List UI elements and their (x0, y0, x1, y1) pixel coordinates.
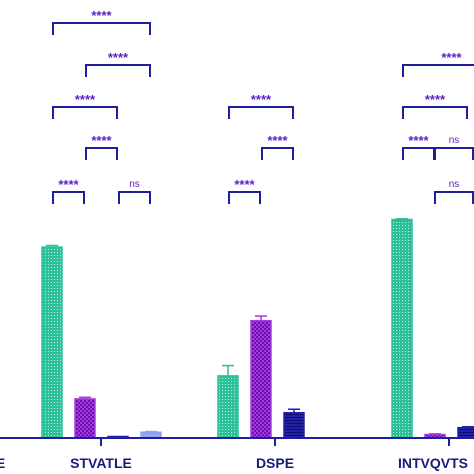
sig-bracket-intvqvts-1-3 (402, 106, 468, 119)
sig-bracket-stvatle-1-3 (52, 106, 118, 119)
sig-bracket-dspe-2-3 (261, 147, 294, 160)
bar-intvqvts-series-3 (457, 426, 474, 439)
bar-stvatle-series-2 (74, 398, 96, 439)
sig-bracket-intvqvts-1-2 (402, 147, 435, 160)
x-tick-label-dspe: DSPE (256, 455, 294, 471)
bar-dspe-series-2 (250, 319, 272, 439)
bars-layer (41, 218, 474, 439)
sig-bracket-stvatle-1-2 (52, 191, 85, 204)
x-tick-label-tte: TTE (0, 455, 5, 471)
sig-bracket-stvatle-2-3 (85, 147, 118, 160)
sig-label-intvqvts-2-3: ns (449, 135, 460, 146)
sig-label-intvqvts-1-2: **** (408, 133, 429, 148)
sig-bracket-intvqvts-2-3 (434, 147, 474, 160)
sig-label-intvqvts-1-3: **** (425, 92, 446, 107)
sig-bracket-stvatle-2-4 (85, 64, 151, 77)
sig-label-stvatle-1-4: **** (91, 8, 112, 23)
sig-label-intvqvts-3-4: ns (449, 179, 460, 190)
bar-dspe-series-1 (217, 375, 239, 439)
x-tick-label-stvatle: STVATLE (70, 455, 132, 471)
sig-bracket-intvqvts-3-4 (434, 191, 474, 204)
sig-label-stvatle-3-4: ns (129, 179, 140, 190)
bar-stvatle-series-1 (41, 246, 63, 439)
sig-bracket-stvatle-1-4 (52, 22, 151, 35)
sig-label-dspe-2-3: **** (267, 133, 288, 148)
sig-label-stvatle-1-2: **** (58, 177, 79, 192)
sig-label-stvatle-1-3: **** (75, 92, 96, 107)
bar-dspe-series-3 (283, 411, 305, 439)
x-axis: TTE STVATLE DSPE INTVQVTS (0, 437, 474, 471)
sig-label-stvatle-2-4: **** (108, 50, 129, 65)
sig-label-dspe-1-2: **** (234, 177, 255, 192)
significance-brackets: **** ns **** **** **** **** **** **** **** **** ns… (52, 8, 474, 204)
sig-bracket-dspe-1-2 (228, 191, 261, 204)
sig-label-intvqvts-1-4: **** (441, 50, 462, 65)
x-tick-label-intvqvts: INTVQVTS (398, 455, 468, 471)
bar-intvqvts-series-1 (391, 218, 413, 439)
sig-label-dspe-1-3: **** (251, 92, 272, 107)
sig-bracket-dspe-1-3 (228, 106, 294, 119)
sig-bracket-intvqvts-1-4 (402, 64, 474, 77)
sig-label-stvatle-2-3: **** (91, 133, 112, 148)
sig-bracket-stvatle-3-4 (118, 191, 151, 204)
